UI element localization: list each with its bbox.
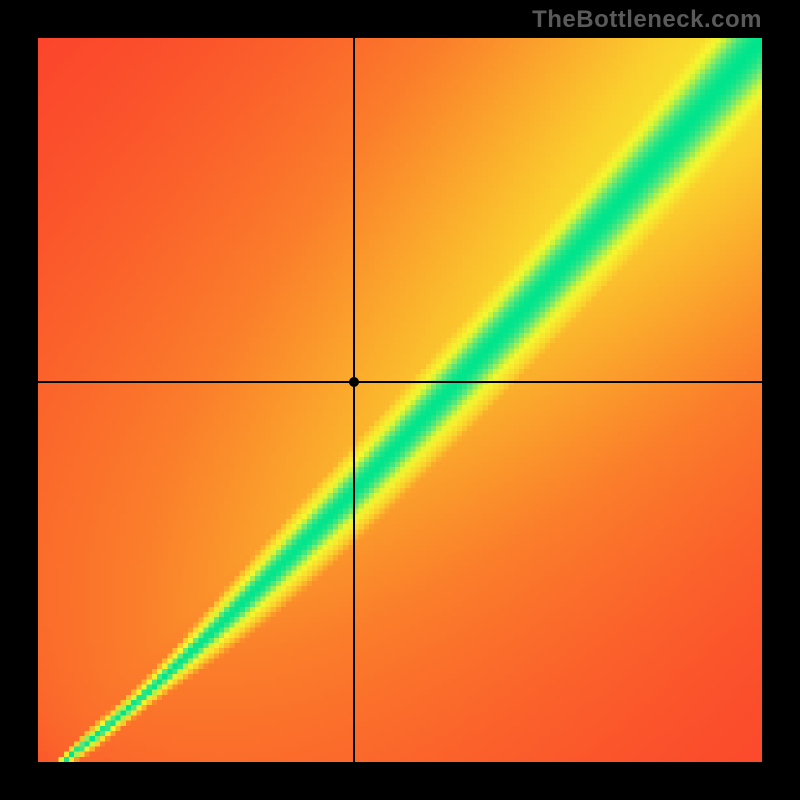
- heatmap-canvas: [38, 38, 762, 762]
- figure-root: { "watermark": { "text": "TheBottleneck.…: [0, 0, 800, 800]
- crosshair-vertical: [353, 38, 355, 762]
- watermark-text: TheBottleneck.com: [532, 6, 762, 34]
- crosshair-horizontal: [38, 381, 762, 383]
- plot-area: [38, 38, 762, 762]
